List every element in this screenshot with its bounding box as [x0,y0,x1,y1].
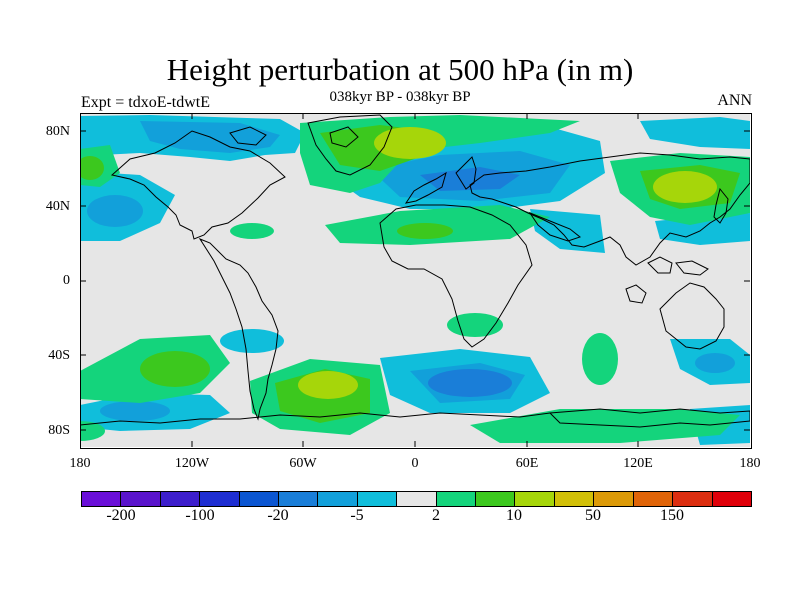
contour-pos-south-atlantic-peak [298,371,358,399]
contour-neg-tasman-core [695,353,735,373]
colorbar-label-8: 150 [660,507,684,524]
coastline-10 [659,282,725,350]
season-label: ANN [717,92,752,109]
contour-pos-antarctic-ring [470,409,740,443]
coastline-11 [548,408,750,428]
colorbar-box-1 [82,492,122,506]
lon-label-180e: 180 [739,456,761,471]
colorbar-box-2 [121,492,161,506]
contour-neg-arctic-east [640,117,750,149]
coastline-9 [713,187,729,224]
lon-label-60e: 60E [515,456,539,471]
colorbar-box-4 [200,492,240,506]
colorbar-label-1: -200 [106,507,136,524]
coastline-14 [647,256,673,274]
colorbar-box-7 [318,492,358,506]
contour-pos-south-pacific-core [140,351,210,387]
plot-title: Height perturbation at 500 hPa (in m) [166,52,634,87]
coastline-8 [528,211,582,242]
coastline-16 [329,126,359,148]
contour-pos-bering-west-core [80,156,104,180]
colorbar-box-16 [673,492,713,506]
coastline-1 [110,130,286,240]
lon-label-120e: 120E [623,456,653,471]
coastline-2 [198,237,279,421]
lat-label-0: 0 [63,273,70,288]
colorbar-box-8 [357,492,398,506]
colorbar-box-6 [279,492,319,506]
lon-label-180w: 180 [69,456,91,471]
contour-fills [80,115,750,445]
lon-label-60w: 60W [289,456,317,471]
coastline-3 [307,114,393,176]
coastline-12 [80,412,551,426]
lat-label-80s: 80S [48,423,70,438]
coastline-7 [469,152,750,266]
contour-pos-south-indian-east [582,333,618,385]
colorbar-box-15 [633,492,674,506]
colorbar [81,491,752,507]
colorbar-box-3 [160,492,201,506]
colorbar-label-4: -5 [350,507,364,524]
coastlines [80,114,750,428]
height-perturbation-map [80,113,750,447]
coastline-15 [675,260,709,276]
colorbar-box-12 [515,492,555,506]
coastline-4 [379,204,533,348]
lat-label-40s: 40S [48,348,70,363]
colorbar-label-6: 10 [506,507,522,524]
lon-label-120w: 120W [174,456,210,471]
contour-neg-south-indian-peak [428,369,512,397]
colorbar-label-3: -20 [267,507,289,524]
coastline-17 [229,126,267,146]
colorbar-box-5 [239,492,280,506]
colorbar-label-2: -100 [185,507,215,524]
colorbar-box-17 [712,492,751,506]
contour-pos-caribbean [230,223,274,239]
lon-label-0: 0 [411,456,419,471]
contour-neg-south-pacific [220,329,284,353]
coastline-5 [404,171,447,204]
coastline-13 [625,284,647,304]
contour-pos-greenland-peak [374,127,446,159]
contour-neg-south-pacific-far-core [100,401,170,421]
coastline-6 [455,156,477,190]
contour-neg-eurasia-peak [420,167,520,191]
map-panel [80,113,752,449]
colorbar-label-5: 2 [432,507,440,524]
contour-neg-pacific-ne-core [87,195,143,227]
colorbar-box-13 [554,492,595,506]
lat-label-80n: 80N [45,124,70,139]
colorbar-box-11 [476,492,516,506]
colorbar-box-10 [436,492,477,506]
contour-pos-subtropical-atlantic-core [397,223,453,239]
experiment-label: Expt = tdxoE-tdwtE [81,94,211,111]
contour-pos-siberia-peak [653,171,717,203]
lat-label-40n: 40N [45,199,70,214]
colorbar-box-14 [594,492,634,506]
colorbar-box-9 [397,492,437,506]
contour-pos-antarctic-west [80,421,105,441]
colorbar-label-7: 50 [585,507,601,524]
plot-subtitle: 038kyr BP - 038kyr BP [329,89,471,105]
